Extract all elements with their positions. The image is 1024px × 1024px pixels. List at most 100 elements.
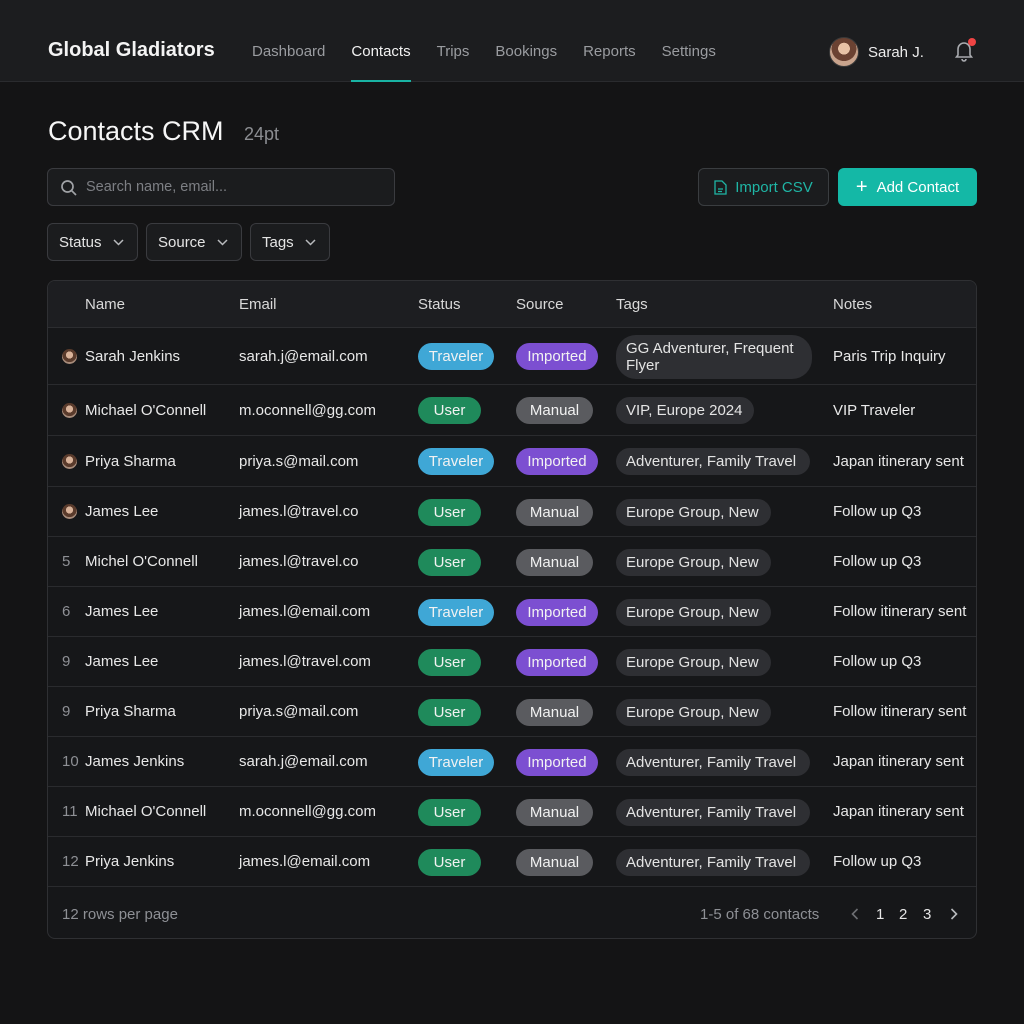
search-input[interactable] [86, 169, 386, 205]
add-contact-button[interactable]: + Add Contact [838, 168, 977, 206]
page-3[interactable]: 3 [923, 906, 932, 923]
contact-notes: Follow itinerary sent [833, 603, 967, 620]
table-row[interactable]: Michael O'Connell m.oconnell@gg.com User Ma… [48, 385, 976, 436]
nav-tab-contacts[interactable]: Contacts [351, 0, 411, 82]
source-badge: Manual [516, 397, 593, 424]
nav-tab-settings[interactable]: Settings [661, 43, 716, 60]
table-row[interactable]: Priya Sharma priya.s@mail.com Traveler Impo… [48, 436, 976, 487]
tags-pill: Adventurer, Family Travel [616, 448, 810, 475]
table-row[interactable]: 9 Priya Sharma priya.s@mail.com User Manual E… [48, 687, 976, 737]
column-header-email[interactable]: Email [239, 296, 277, 313]
bell-icon[interactable] [954, 40, 974, 62]
plus-icon: + [855, 176, 868, 198]
nav-tab-dashboard[interactable]: Dashboard [252, 43, 326, 60]
contact-email[interactable]: priya.s@mail.com [239, 452, 359, 470]
contact-email[interactable]: james.l@travel.co [239, 553, 359, 570]
contact-name[interactable]: James Jenkins [85, 753, 185, 770]
contact-email[interactable]: priya.s@mail.com [239, 703, 359, 720]
table-row[interactable]: 9 James Lee james.l@travel.com User Imported… [48, 637, 976, 687]
contact-notes: Follow up Q3 [833, 653, 922, 670]
filter-source[interactable]: Source [146, 223, 242, 261]
page-title: Contacts CRM [48, 116, 224, 146]
row-number: 9 [62, 703, 71, 720]
column-header-notes[interactable]: Notes [833, 296, 873, 313]
table-row[interactable]: Sarah Jenkins sarah.j@email.com Traveler Im… [48, 328, 976, 385]
contact-email[interactable]: sarah.j@email.com [239, 753, 368, 770]
search-icon [61, 180, 77, 196]
row-number: 10 [62, 753, 79, 770]
column-header-source[interactable]: Source [516, 296, 564, 313]
row-number: 11 [62, 803, 78, 820]
rows-per-page[interactable]: 12 rows per page [62, 906, 178, 923]
user-menu[interactable]: Sarah J. [829, 37, 924, 67]
chevron-down-icon [113, 238, 124, 246]
source-badge: Manual [516, 848, 593, 876]
user-avatar[interactable] [829, 37, 859, 67]
contact-email[interactable]: james.l@email.com [239, 853, 371, 870]
source-badge: Manual [516, 798, 593, 826]
contact-email[interactable]: m.oconnell@gg.com [239, 401, 376, 419]
table-row[interactable]: 11 Michael O'Connell m.oconnell@gg.com User… [48, 787, 976, 837]
contact-email[interactable]: m.oconnell@gg.com [239, 803, 376, 820]
status-badge: Traveler [418, 448, 494, 475]
contact-name[interactable]: Priya Jenkins [85, 853, 175, 870]
tags-pill: Europe Group, New [616, 698, 771, 726]
tags-pill: Europe Group, New [616, 498, 771, 526]
page-1[interactable]: 1 [876, 906, 885, 923]
contact-email[interactable]: james.l@email.com [239, 603, 371, 620]
column-header-tags[interactable]: Tags [616, 296, 648, 313]
contacts-table: Name Email Status Source Tags Notes Sara… [47, 280, 977, 939]
contact-name[interactable]: Priya Sharma [85, 703, 176, 720]
nav-tab-trips[interactable]: Trips [436, 43, 470, 60]
pagination-range: 1-5 of 68 contacts [700, 906, 820, 923]
status-badge: User [418, 397, 481, 424]
status-badge: User [418, 498, 481, 526]
chevron-left-icon[interactable] [851, 908, 859, 920]
column-header-name[interactable]: Name [85, 296, 126, 313]
nav-tab-reports[interactable]: Reports [583, 43, 636, 60]
contact-name[interactable]: James Lee [85, 503, 159, 520]
contact-email[interactable]: james.l@travel.com [239, 653, 371, 670]
contact-name[interactable]: Michael O'Connell [85, 401, 207, 419]
filter-status-label: Status [59, 233, 102, 251]
source-badge: Imported [516, 648, 598, 676]
contact-notes: Follow up Q3 [833, 503, 922, 520]
filter-tags[interactable]: Tags [250, 223, 330, 261]
table-row[interactable]: 12 Priya Jenkins james.l@email.com User Manu… [48, 837, 976, 887]
contact-name[interactable]: Priya Sharma [85, 452, 176, 470]
contact-name[interactable]: Sarah Jenkins [85, 347, 181, 365]
table-row[interactable]: 6 James Lee james.l@email.com Traveler Impor… [48, 587, 976, 637]
contact-notes: Follow itinerary sent [833, 703, 967, 720]
user-name[interactable]: Sarah J. [868, 43, 924, 61]
source-badge: Manual [516, 698, 593, 726]
search-box[interactable] [47, 168, 395, 206]
top-navigation-bar: Global Gladiators Dashboard Contacts Trips… [0, 0, 1024, 82]
tags-pill: Adventurer, Family Travel [616, 798, 810, 826]
contact-name[interactable]: Michael O'Connell [85, 803, 207, 820]
contact-notes: Follow up Q3 [833, 553, 922, 570]
table-row[interactable]: 5 Michel O'Connell james.l@travel.co User Ma… [48, 537, 976, 587]
contact-name[interactable]: James Lee [85, 603, 159, 620]
tags-pill: Adventurer, Family Travel [616, 748, 810, 776]
source-badge: Imported [516, 448, 598, 475]
column-header-status[interactable]: Status [418, 296, 461, 313]
contact-notes: Japan itinerary sent [833, 803, 964, 820]
page-2[interactable]: 2 [899, 906, 908, 923]
main-nav: Dashboard Contacts Trips Bookings Reports Set… [252, 0, 742, 82]
contact-email[interactable]: sarah.j@email.com [239, 347, 368, 365]
table-row[interactable]: James Lee james.l@travel.co User Manual Euro… [48, 487, 976, 537]
nav-tab-bookings[interactable]: Bookings [495, 43, 558, 60]
source-badge: Manual [516, 498, 593, 526]
contact-email[interactable]: james.l@travel.co [239, 503, 359, 520]
status-badge: Traveler [418, 343, 494, 370]
contact-notes: Japan itinerary sent [833, 452, 964, 470]
chevron-down-icon [305, 238, 316, 246]
source-badge: Imported [516, 343, 598, 370]
table-row[interactable]: 10 James Jenkins sarah.j@email.com Traveler… [48, 737, 976, 787]
brand-logo-text[interactable]: Global Gladiators [48, 39, 215, 61]
contact-name[interactable]: James Lee [85, 653, 159, 670]
chevron-right-icon[interactable] [950, 908, 958, 920]
filter-status[interactable]: Status [47, 223, 138, 261]
contact-name[interactable]: Michel O'Connell [85, 553, 198, 570]
import-csv-button[interactable]: Import CSV [698, 168, 829, 206]
